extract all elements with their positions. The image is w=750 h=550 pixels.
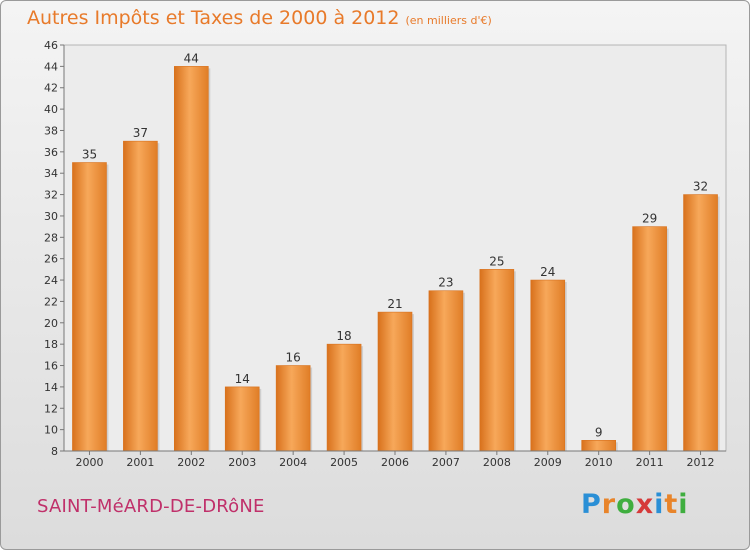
y-tick-label: 14 [44,381,58,394]
x-tick-label: 2003 [228,456,256,469]
x-tick-label: 2009 [534,456,562,469]
x-tick-label: 2008 [483,456,511,469]
logo-letter: i [678,489,689,520]
bar [377,311,413,452]
bar [479,269,515,452]
chart-title-text: Autres Impôts et Taxes de 2000 à 2012 [27,7,400,29]
bar-value-label: 32 [693,180,708,194]
chart-title: Autres Impôts et Taxes de 2000 à 2012 (en… [27,7,492,29]
bar-value-label: 24 [540,265,555,279]
bar [123,140,158,452]
proxiti-logo: Proxiti [581,489,689,520]
y-tick-label: 22 [44,295,58,308]
commune-name: SAINT-MéARD-DE-DRôNE [37,496,265,517]
bar [275,365,311,452]
y-tick-label: 32 [44,189,58,202]
logo-letter: i [654,489,665,520]
bar [530,279,566,452]
x-tick-label: 2001 [126,456,154,469]
bar [683,194,718,452]
y-tick-label: 34 [44,167,58,180]
bar-value-label: 44 [184,51,199,65]
bar-value-label: 29 [642,212,657,226]
logo-letter: t [664,489,679,520]
y-tick-label: 16 [44,360,58,373]
y-tick-label: 8 [51,445,58,458]
bar [632,226,667,452]
chart-unit: (en milliers d'€) [405,14,492,27]
bar [326,343,362,452]
y-tick-label: 46 [44,39,58,52]
y-tick-label: 40 [44,103,58,116]
y-tick-label: 36 [44,146,58,159]
bar-value-label: 25 [489,254,504,268]
bar-value-label: 37 [133,126,148,140]
bars-group: 35 37 44 14 16 18 21 23 25 24 9 29 32 [72,51,720,452]
y-tick-label: 20 [44,317,58,330]
y-tick-label: 38 [44,124,58,137]
bar [224,386,260,452]
bar [72,162,107,452]
x-axis: 2000 2001 2002 2003 2004 2005 2006 2007 2008 2009… [64,450,726,469]
y-tick-label: 28 [44,231,58,244]
bar [174,66,209,452]
bar-value-label: 9 [595,425,603,439]
x-tick-label: 2005 [330,456,358,469]
logo-letter: r [601,489,617,520]
x-tick-label: 2011 [636,456,664,469]
x-tick-label: 2012 [687,456,715,469]
bar-value-label: 18 [336,329,351,343]
y-tick-label: 10 [44,424,58,437]
bar-value-label: 21 [387,297,402,311]
y-tick-label: 18 [44,338,58,351]
bar-value-label: 14 [235,372,250,386]
x-tick-label: 2000 [75,456,103,469]
x-tick-label: 2004 [279,456,307,469]
bar [428,290,464,452]
y-tick-label: 44 [44,60,58,73]
x-tick-label: 2007 [432,456,460,469]
x-tick-label: 2002 [177,456,205,469]
y-tick-label: 26 [44,253,58,266]
logo-letter: P [581,489,602,520]
bar-value-label: 23 [438,276,453,290]
y-tick-label: 24 [44,274,58,287]
logo-letter: x [635,489,655,520]
bar-value-label: 35 [82,148,97,162]
y-axis: 8 10 12 14 16 18 20 22 24 26 28 30 32 34 36 38 40 42 44 46 [44,39,65,458]
x-tick-label: 2006 [381,456,409,469]
y-tick-label: 30 [44,210,58,223]
logo-letter: o [616,489,636,520]
y-tick-label: 12 [44,402,58,415]
x-tick-label: 2010 [585,456,613,469]
bar [581,440,616,452]
bar-value-label: 16 [286,351,301,365]
y-tick-label: 42 [44,82,58,95]
